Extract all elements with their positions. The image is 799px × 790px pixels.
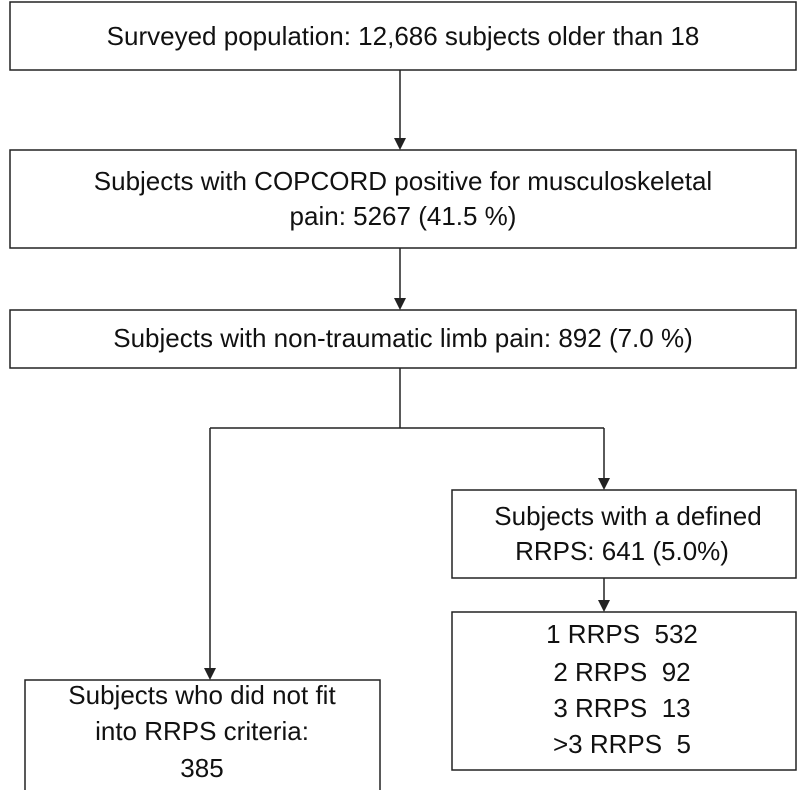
boxes xyxy=(9,1,797,790)
arrowhead xyxy=(394,138,406,150)
node-text: >3 RRPS 5 xyxy=(553,729,691,759)
box xyxy=(451,489,797,579)
box xyxy=(451,611,797,771)
node-text: pain: 5267 (41.5 %) xyxy=(290,201,517,231)
arrowhead xyxy=(394,298,406,310)
connectors xyxy=(204,70,610,680)
node-text: Surveyed population: 12,686 subjects old… xyxy=(107,21,700,51)
arrowhead xyxy=(598,478,610,490)
node-text: Subjects with a defined xyxy=(494,501,761,531)
node-text: RRPS: 641 (5.0%) xyxy=(515,536,729,566)
box xyxy=(24,679,381,790)
node-text: 3 RRPS 13 xyxy=(553,693,690,723)
box xyxy=(9,309,797,369)
box xyxy=(9,149,797,249)
arrowhead xyxy=(204,668,216,680)
node-text: 385 xyxy=(180,753,223,783)
node-text: Subjects with non-traumatic limb pain: 8… xyxy=(113,323,693,353)
node-text: Subjects with COPCORD positive for muscu… xyxy=(94,166,712,196)
node-text: Subjects who did not fit xyxy=(68,680,336,710)
labels: Surveyed population: 12,686 subjects old… xyxy=(68,21,761,783)
arrowhead xyxy=(598,600,610,612)
box xyxy=(9,1,797,71)
node-text: 1 RRPS 532 xyxy=(546,619,698,649)
node-text: into RRPS criteria: xyxy=(95,716,309,746)
node-text: 2 RRPS 92 xyxy=(553,657,690,687)
